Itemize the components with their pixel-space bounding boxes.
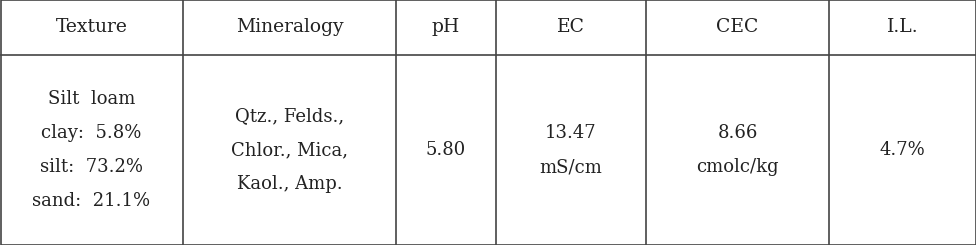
Text: 13.47: 13.47	[546, 124, 596, 142]
Text: Texture: Texture	[56, 19, 128, 37]
Text: I.L.: I.L.	[886, 19, 918, 37]
Text: pH: pH	[431, 19, 460, 37]
Text: cmolc/kg: cmolc/kg	[696, 158, 779, 176]
Text: Kaol., Amp.: Kaol., Amp.	[237, 175, 343, 193]
Text: 4.7%: 4.7%	[879, 141, 925, 159]
Text: 8.66: 8.66	[717, 124, 757, 142]
Text: silt:  73.2%: silt: 73.2%	[40, 158, 143, 176]
Text: mS/cm: mS/cm	[540, 158, 602, 176]
Text: 5.80: 5.80	[426, 141, 467, 159]
Text: Qtz., Felds.,: Qtz., Felds.,	[235, 107, 345, 125]
Text: CEC: CEC	[716, 19, 758, 37]
Text: EC: EC	[557, 19, 585, 37]
Text: Chlor., Mica,: Chlor., Mica,	[231, 141, 348, 159]
Text: Silt  loam: Silt loam	[48, 90, 136, 108]
Text: Mineralogy: Mineralogy	[235, 19, 344, 37]
Text: sand:  21.1%: sand: 21.1%	[32, 192, 150, 210]
Text: clay:  5.8%: clay: 5.8%	[41, 124, 142, 142]
